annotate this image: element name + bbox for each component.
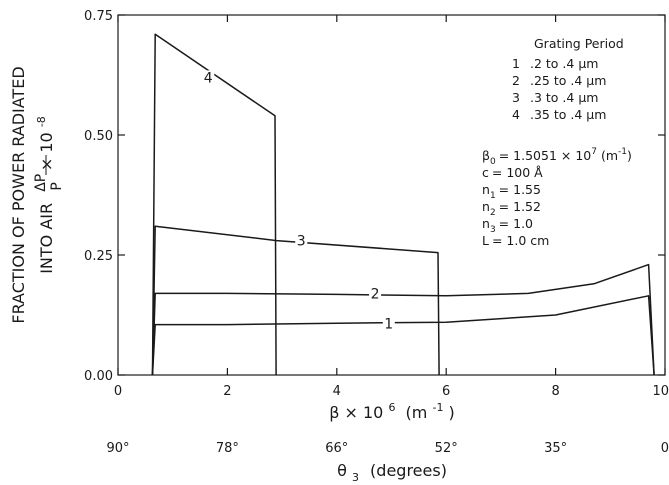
theta-tick-label: 66°: [325, 441, 348, 456]
theta-tick-label: 0: [661, 441, 669, 456]
x-tick-label: 0: [114, 384, 122, 399]
theta-tick-label: 78°: [216, 441, 239, 456]
parameter-sym: n: [482, 199, 490, 214]
series-line-3: [151, 225, 440, 376]
parameter-sub: 2: [490, 208, 496, 218]
x-tick-label: 8: [551, 384, 559, 399]
y-axis-label-multiplier-exp: -8: [35, 116, 48, 127]
y-tick-label: 0.75: [84, 9, 113, 24]
theta-axis-label: θ 3 (degrees): [337, 461, 447, 485]
curve-label-3: 3: [297, 234, 306, 250]
theta-tick-label: 52°: [435, 441, 458, 456]
series-line-2: [151, 263, 655, 376]
x-axis-label-main: β × 10: [329, 403, 383, 422]
y-tick-label: 0.50: [84, 129, 113, 144]
x-tick-label: 10: [652, 384, 669, 399]
curve-label-gap: [382, 316, 395, 331]
y-tick-label: 0.00: [84, 369, 113, 384]
parameter-line: n3 = 1.0: [482, 216, 533, 235]
legend-entry-number: 3: [512, 90, 520, 105]
plot-frame: [117, 14, 666, 376]
curve-label-gap: [202, 70, 215, 85]
theta-tick-label: 35°: [544, 441, 567, 456]
x-ticks: 0 2 4 6 8 10: [114, 15, 669, 399]
theta-axis-label-main: θ: [337, 461, 347, 480]
curve-label-4: 4: [204, 70, 213, 86]
x-axis-label-unit-close: ): [449, 403, 455, 422]
y-ticks: 0.00 0.25 0.50 0.75: [84, 9, 665, 384]
y-tick-label: 0.25: [84, 249, 113, 264]
parameter-tail2: ): [627, 148, 632, 163]
curve-label-gap: [295, 233, 308, 248]
theta-tick-label: 90°: [106, 441, 129, 456]
y-axis-label-fraction-num: ΔP: [33, 174, 49, 192]
parameter-sub: 1: [490, 191, 496, 201]
series-line-1: [151, 295, 655, 376]
legend-entry-number: 4: [512, 107, 520, 122]
parameter-val: = 100 Å: [492, 165, 543, 180]
legend-title: Grating Period: [534, 36, 624, 51]
series-line-4: [151, 33, 277, 376]
parameter-line: n2 = 1.52: [482, 199, 541, 218]
parameter-line: L = 1.0 cm: [482, 233, 549, 248]
parameter-line: β0 = 1.5051 × 107 (m-1): [482, 147, 632, 167]
legend-entry-number: 1: [512, 56, 520, 71]
y-axis-label-fraction-den: P: [49, 182, 65, 190]
x-axis-label: β × 10 6 (m -1 ): [329, 396, 455, 422]
legend-entry-label: .2 to .4 μm: [530, 56, 598, 71]
y-axis-label-multiplier: × 10: [37, 132, 56, 171]
x-tick-label: 2: [223, 384, 231, 399]
parameter-val: = 1.55: [499, 182, 541, 197]
parameter-line: n1 = 1.55: [482, 182, 541, 201]
x-axis-label-unit: (m: [406, 403, 428, 422]
legend-entry-label: .3 to .4 μm: [530, 90, 598, 105]
parameter-val: = 1.0: [499, 216, 533, 231]
curve-label-gap: [369, 286, 382, 301]
parameter-val: = 1.0 cm: [492, 233, 549, 248]
theta-axis-label-unit: (degrees): [370, 461, 447, 480]
theta-axis-label-sub: 3: [352, 471, 359, 484]
parameter-sym: L: [482, 233, 489, 248]
legend-entry-label: .35 to .4 μm: [530, 107, 606, 122]
parameter-val: = 1.52: [499, 199, 541, 214]
legend-entry-label: .25 to .4 μm: [530, 73, 606, 88]
legend-entry-number: 2: [512, 73, 520, 88]
parameter-sup2: -1: [618, 147, 627, 157]
theta-ticks: 90° 78° 66° 52° 35° 0: [106, 441, 669, 456]
parameter-sym: c: [482, 165, 489, 180]
curve-label-2: 2: [371, 286, 380, 302]
parameter-sym: n: [482, 182, 490, 197]
x-tick-label: 4: [333, 384, 341, 399]
x-axis-label-exp: 6: [388, 401, 395, 414]
parameter-line: c = 100 Å: [482, 165, 543, 180]
parameter-sym: n: [482, 216, 490, 231]
x-axis-label-unit-exp: -1: [432, 401, 443, 414]
parameter-val: = 1.5051 × 10: [499, 148, 592, 163]
y-axis-label-line2: INTO AIR ΔP P × 10 -8: [30, 116, 65, 274]
parameter-tail: (m: [597, 148, 618, 163]
parameter-sub: 3: [490, 225, 496, 235]
series-group: [151, 33, 655, 376]
curve-label-1: 1: [384, 317, 393, 333]
curve-labels: 12 3 4: [202, 70, 395, 333]
parameters-block: β0 = 1.5051 × 107 (m-1)c = 100 Ån1 = 1.55n2…: [482, 147, 632, 248]
parameter-sym: β: [482, 148, 490, 163]
parameter-sup: 7: [591, 147, 597, 157]
y-axis-label-prefix: INTO AIR: [37, 203, 56, 274]
x-tick-label: 6: [442, 384, 450, 399]
parameter-sub: 0: [490, 157, 496, 167]
y-axis-label-line1: FRACTION OF POWER RADIATED: [9, 66, 28, 323]
axes: [117, 14, 666, 376]
legend: Grating Period 1 .2 to .4 μm 2 .25 to .4 μm…: [512, 36, 624, 122]
